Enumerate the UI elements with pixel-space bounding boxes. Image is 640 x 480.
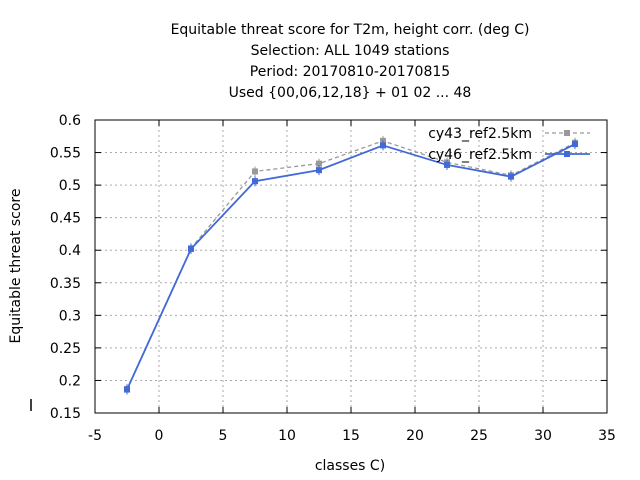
axis-ticks: -5 0 5 10 15 20 25 30 35 0.15 0.2 0.25 0.3 0.35 0.4 0.4… — [50, 113, 616, 444]
y-tick-label: 0.25 — [50, 341, 81, 357]
y-axis-label: Equitable threat score — [8, 189, 24, 344]
series-line — [126, 143, 576, 390]
y-tick-label: 0.55 — [50, 146, 81, 162]
x-tick-label: 5 — [219, 428, 228, 444]
y-tick-label: 0.45 — [50, 211, 81, 227]
series-line — [126, 140, 576, 390]
legend-marker — [564, 130, 570, 136]
y-tick-label: 0.6 — [59, 113, 81, 129]
x-tick-label: 10 — [278, 428, 296, 444]
y-tick-label: 0.35 — [50, 276, 81, 292]
x-tick-label: 25 — [470, 428, 488, 444]
x-axis-label: classes C) — [315, 458, 385, 474]
title-line-4: Used {00,06,12,18} + 01 02 ... 48 — [229, 85, 472, 101]
legend-entry-2: cy46_ref2.5km — [428, 147, 590, 163]
legend-label: cy43_ref2.5km — [428, 126, 532, 142]
y-tick-label: 0.4 — [59, 243, 81, 259]
y-tick-label: 0.3 — [59, 308, 81, 324]
legend-label: cy46_ref2.5km — [428, 147, 532, 163]
grid — [95, 120, 607, 413]
title-line-2: Selection: ALL 1049 stations — [251, 43, 450, 59]
x-tick-label: 35 — [598, 428, 616, 444]
chart-title: Equitable threat score for T2m, height c… — [171, 22, 530, 101]
series-2 — [124, 139, 578, 395]
legend: cy43_ref2.5km cy46_ref2.5km — [428, 126, 590, 163]
x-tick-label: 30 — [534, 428, 552, 444]
x-tick-label: -5 — [88, 428, 102, 444]
y-tick-label: 0.5 — [59, 178, 81, 194]
legend-entry-1: cy43_ref2.5km — [428, 126, 590, 142]
title-line-1: Equitable threat score for T2m, height c… — [171, 22, 530, 38]
x-tick-label: 15 — [342, 428, 360, 444]
y-tick-label: 0.15 — [50, 406, 81, 422]
title-line-3: Period: 20170810-20170815 — [250, 64, 450, 80]
series-layer — [124, 135, 578, 395]
x-tick-label: 0 — [155, 428, 164, 444]
x-tick-label: 20 — [406, 428, 424, 444]
y-tick-label: 0.2 — [59, 373, 81, 389]
legend-marker — [564, 151, 570, 157]
